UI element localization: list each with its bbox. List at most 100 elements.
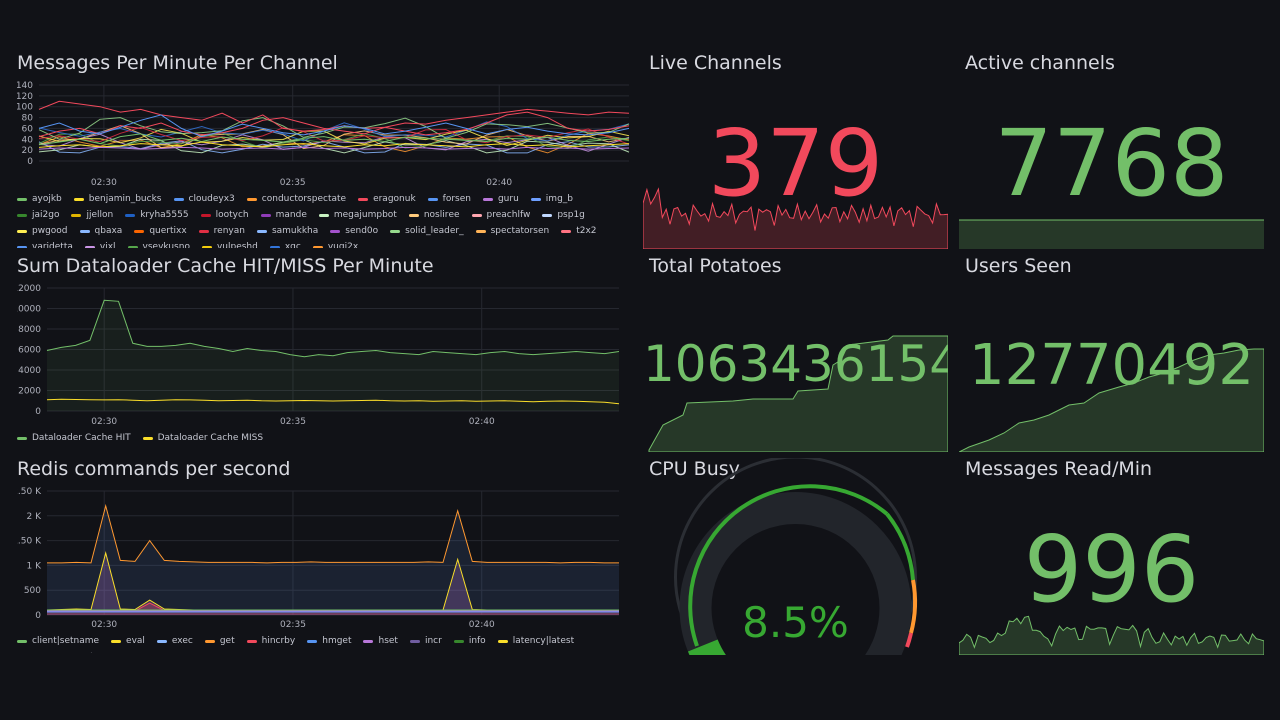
- legend-item[interactable]: Dataloader Cache MISS: [142, 432, 263, 444]
- legend-label: xqc: [284, 242, 301, 248]
- legend-swatch: [390, 229, 401, 233]
- legend-item[interactable]: conductorspectate: [246, 193, 347, 205]
- cpu-busy-value: 8.5%: [742, 598, 849, 647]
- y-tick-label: 12000: [17, 284, 41, 294]
- legend-label: lootych: [215, 210, 249, 220]
- legend-item[interactable]: benjamin_bucks: [73, 193, 162, 205]
- y-tick-label: 0: [35, 611, 41, 621]
- legend-item[interactable]: solid_leader_: [390, 225, 464, 237]
- legend-item[interactable]: renyan: [198, 225, 245, 237]
- legend-item[interactable]: megajumpbot: [318, 209, 397, 221]
- legend-item[interactable]: mande: [260, 209, 307, 221]
- y-tick-label: 1.50 K: [17, 537, 42, 547]
- legend-swatch: [134, 229, 145, 233]
- legend-item[interactable]: qbaxa: [79, 225, 122, 237]
- legend-label: ayojkb: [32, 194, 62, 204]
- legend-item[interactable]: info: [453, 635, 486, 647]
- legend-label: samukkha: [271, 226, 319, 236]
- legend-item[interactable]: quertixx: [134, 225, 187, 237]
- x-tick-label: 02:40: [469, 417, 495, 427]
- users-seen-sparkline: [959, 348, 1264, 452]
- legend-item[interactable]: exec: [156, 635, 193, 647]
- x-tick-label: 02:35: [280, 178, 306, 188]
- legend-item[interactable]: jjellon: [71, 209, 113, 221]
- legend-item[interactable]: spectatorsen: [475, 225, 550, 237]
- legend-swatch: [408, 213, 419, 217]
- legend-item[interactable]: lootych: [200, 209, 249, 221]
- legend-label: guru: [497, 194, 519, 204]
- legend-item[interactable]: hincrby: [246, 635, 296, 647]
- dataloader-cache-panel: Sum Dataloader Cache HIT/MISS Per Minute…: [17, 255, 632, 450]
- series-line: [38, 133, 630, 146]
- legend-item[interactable]: hmget: [307, 635, 351, 647]
- series-line: [38, 128, 630, 147]
- legend-label: hincrby: [261, 636, 296, 646]
- y-tick-label: 80: [22, 114, 34, 124]
- legend-item[interactable]: hset: [363, 635, 398, 647]
- legend-item[interactable]: xqc: [269, 241, 301, 248]
- legend-item[interactable]: noslirее: [408, 209, 460, 221]
- legend-label: yugi2x: [327, 242, 359, 248]
- legend-item[interactable]: jai2go: [17, 209, 59, 221]
- series-line: [38, 111, 630, 138]
- legend-swatch: [173, 197, 184, 201]
- legend-item[interactable]: pwgood: [17, 225, 68, 237]
- legend-label: cloudeyx3: [188, 194, 235, 204]
- legend-item[interactable]: cloudeyx3: [173, 193, 235, 205]
- legend-item[interactable]: yugi2x: [312, 241, 359, 248]
- y-tick-label: 2 K: [27, 512, 43, 522]
- legend-item[interactable]: vsevkusno: [127, 241, 190, 248]
- x-tick-label: 02:30: [91, 620, 117, 630]
- legend-item[interactable]: get: [204, 635, 235, 647]
- legend-item[interactable]: set: [65, 651, 94, 653]
- legend-item[interactable]: Dataloader Cache HIT: [17, 432, 131, 444]
- legend-item[interactable]: client|setname: [17, 635, 99, 647]
- panel-title: Total Potatoes: [649, 255, 782, 277]
- legend-label: conductorspectate: [261, 194, 347, 204]
- legend-swatch: [204, 639, 215, 643]
- legend-item[interactable]: eragonuk: [358, 193, 416, 205]
- legend-label: info: [468, 636, 486, 646]
- redis-commands-panel: Redis commands per second 0 500 1 K 1.50 K 2…: [17, 458, 632, 653]
- legend-swatch: [471, 213, 482, 217]
- y-tick-label: 8000: [18, 325, 41, 335]
- legend-item[interactable]: send0o: [330, 225, 378, 237]
- y-tick-label: 6000: [18, 346, 41, 356]
- legend-item[interactable]: vixl: [84, 241, 116, 248]
- panel-title: Live Channels: [649, 52, 782, 74]
- legend-swatch: [142, 436, 153, 440]
- y-tick-label: 4000: [18, 366, 41, 376]
- legend-swatch: [17, 639, 27, 643]
- legend-item[interactable]: guru: [482, 193, 519, 205]
- legend-item[interactable]: preachlfw: [471, 209, 530, 221]
- y-tick-label: 100: [17, 103, 33, 113]
- legend-label: spectatorsen: [490, 226, 550, 236]
- series-line: [46, 398, 620, 405]
- legend-item[interactable]: forsen: [427, 193, 471, 205]
- redis-chart[interactable]: 0 500 1 K 1.50 K 2 K 2.50 K 02:30 02:35 02:40: [17, 458, 632, 633]
- legend-item[interactable]: ayojkb: [17, 193, 62, 205]
- legend-swatch: [198, 229, 209, 233]
- legend-swatch: [127, 245, 138, 248]
- legend-item[interactable]: varidetta: [17, 241, 73, 248]
- legend-item[interactable]: scan: [17, 651, 53, 653]
- cpu-busy-panel: CPU Busy 8.5%: [643, 458, 948, 655]
- live-channels-sparkline: [643, 187, 948, 249]
- legend-item[interactable]: kryha5555: [125, 209, 189, 221]
- legend-item[interactable]: incr: [409, 635, 442, 647]
- legend-label: varidetta: [32, 242, 73, 248]
- legend-label: forsen: [442, 194, 471, 204]
- legend-item[interactable]: samukkha: [256, 225, 319, 237]
- legend-swatch: [427, 197, 438, 201]
- legend-item[interactable]: psp1g: [542, 209, 585, 221]
- legend-item[interactable]: latency|latest: [497, 635, 574, 647]
- dataloader-chart[interactable]: 0 2000 4000 6000 8000 10000 12000 02:30 02:35 02:…: [17, 255, 632, 430]
- legend-item[interactable]: img_b: [530, 193, 573, 205]
- legend-item[interactable]: vulpeshd: [201, 241, 258, 248]
- total-potatoes-value: 1063436154: [643, 335, 948, 393]
- legend-label: hset: [378, 636, 398, 646]
- legend-swatch: [409, 639, 420, 643]
- legend-item[interactable]: t2x2: [561, 225, 597, 237]
- legend-item[interactable]: eval: [111, 635, 145, 647]
